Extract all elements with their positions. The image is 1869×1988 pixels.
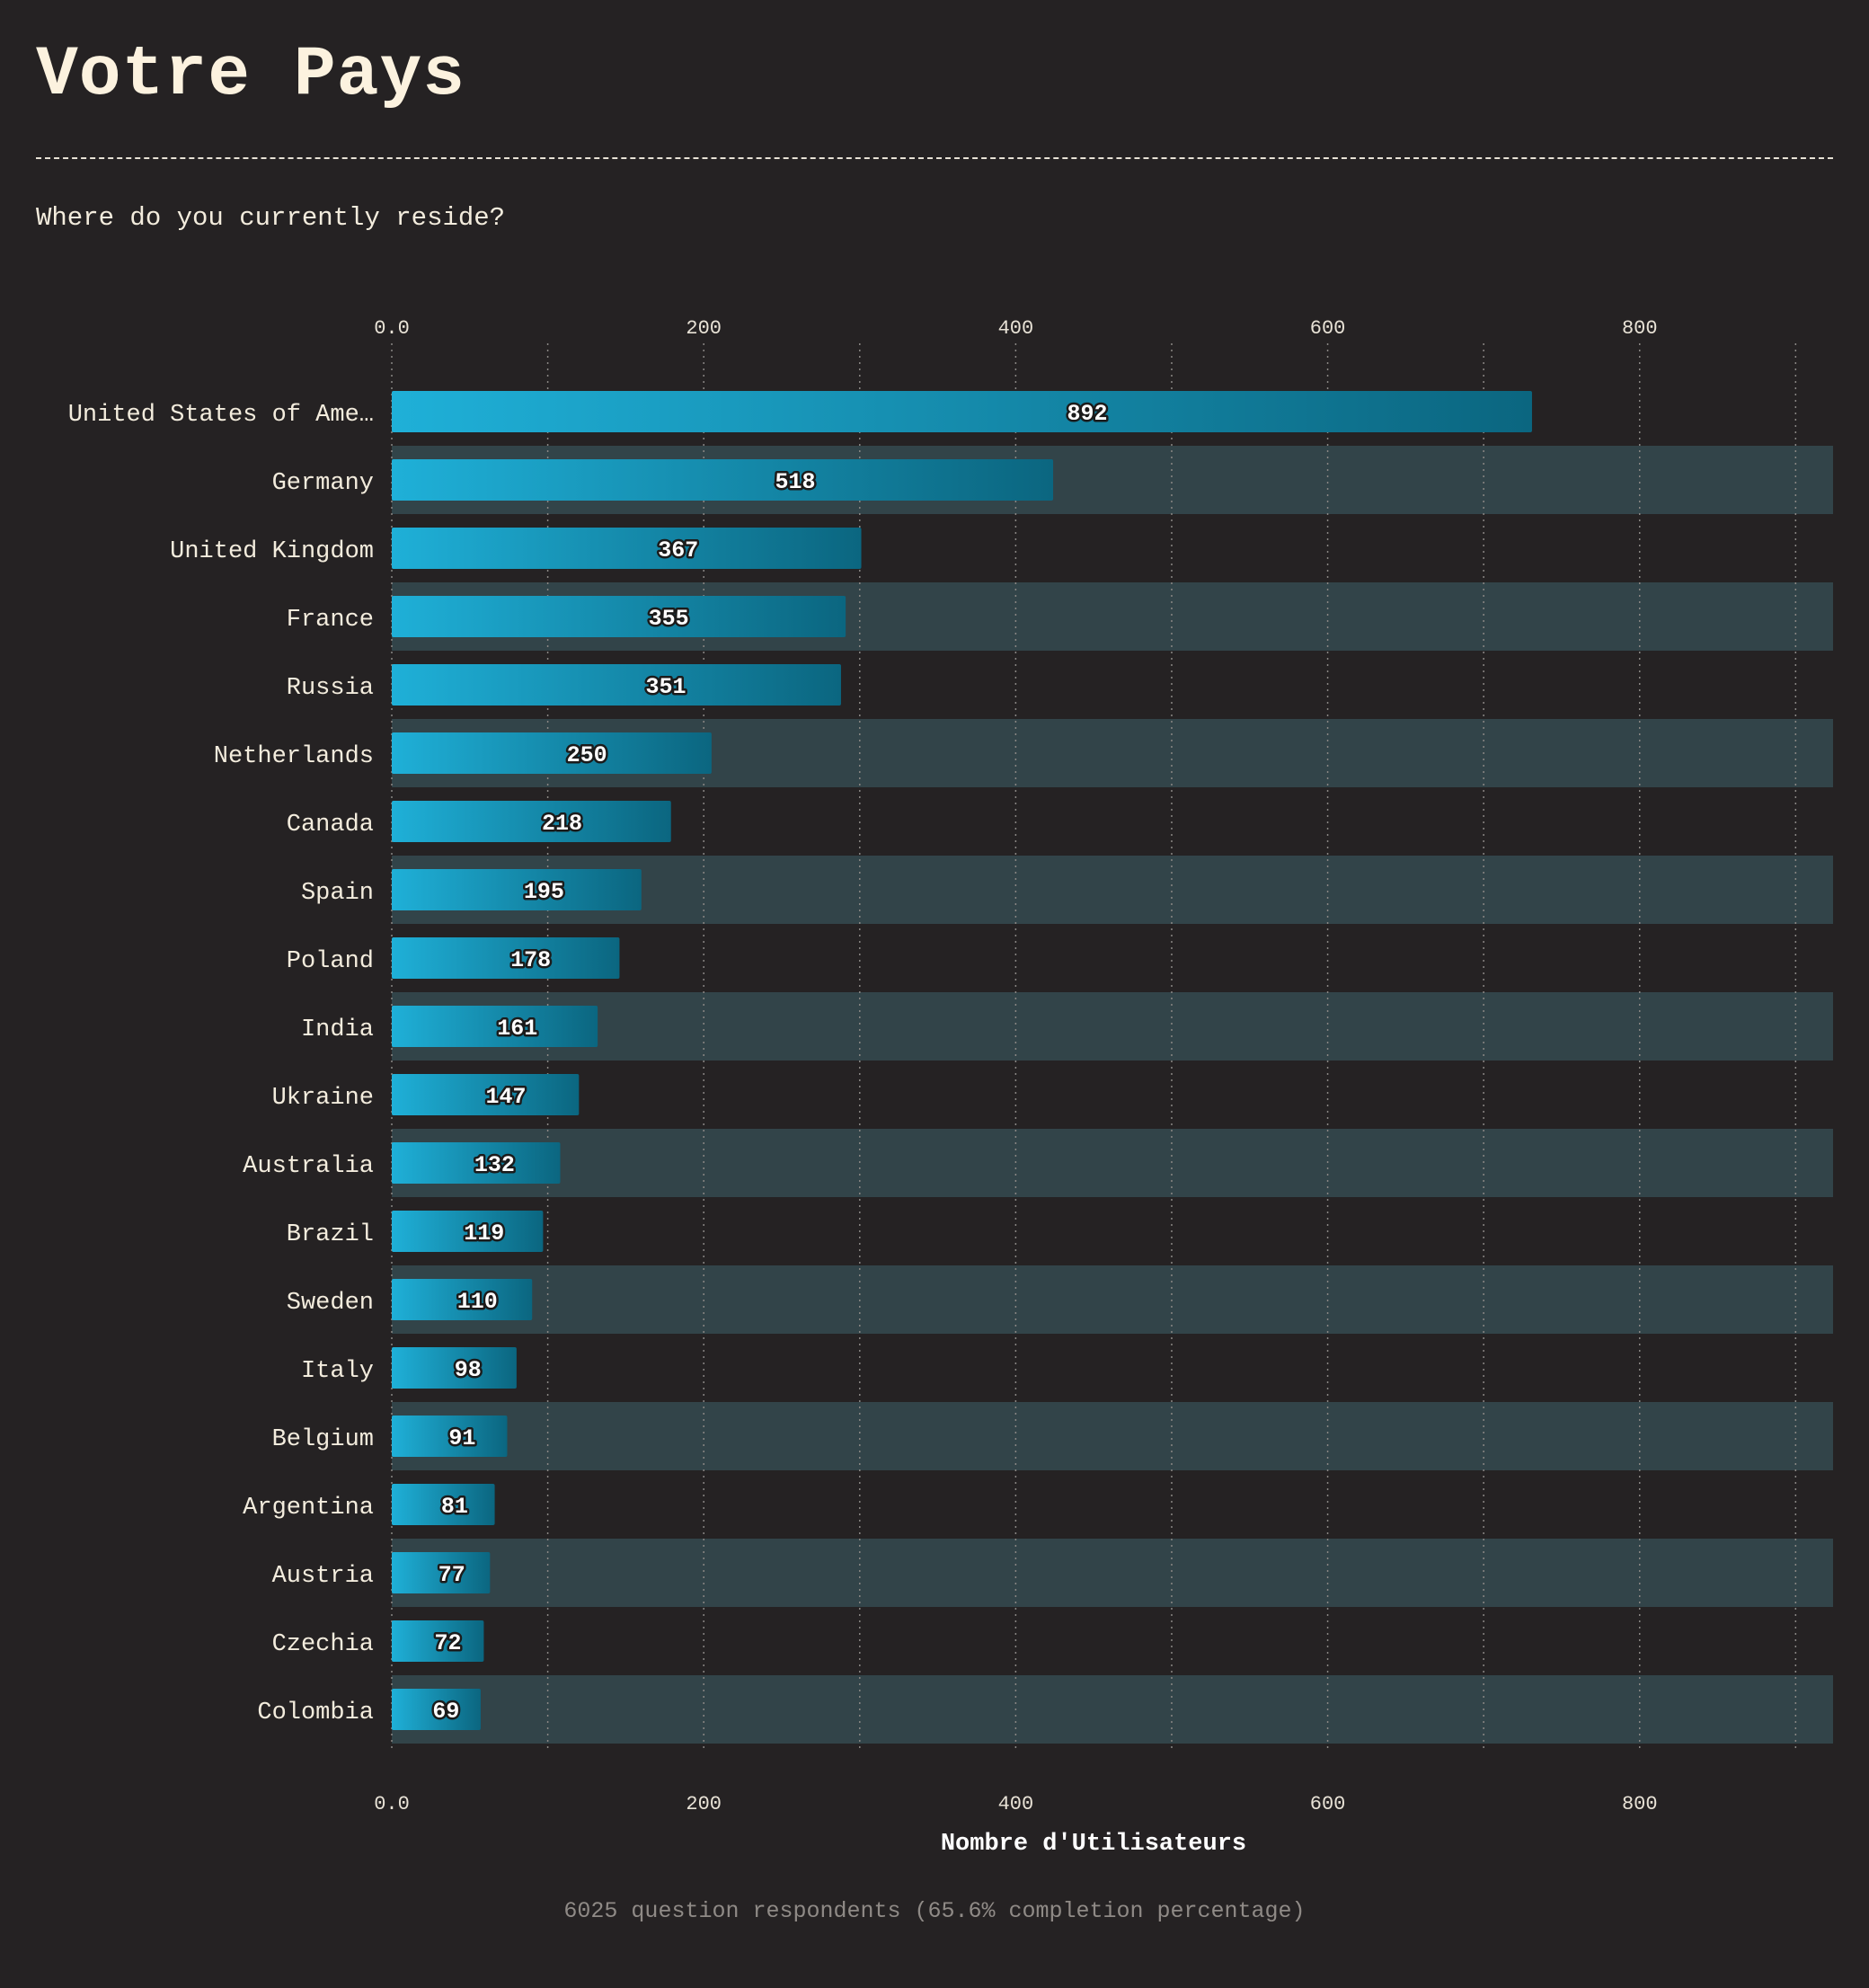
y-tick-label: Austria — [272, 1563, 374, 1590]
x-tick-label: 0.0 — [374, 1793, 410, 1815]
bar — [392, 1142, 561, 1184]
y-tick-label: Spain — [301, 880, 374, 907]
data-label: 892 — [1067, 401, 1108, 427]
data-label: 351 — [645, 674, 686, 700]
data-label: 72 — [434, 1630, 461, 1656]
x-axis-label: Nombre d'Utilisateurs — [941, 1831, 1246, 1858]
data-label: 77 — [438, 1562, 465, 1588]
y-tick-label: France — [287, 607, 374, 634]
data-label: 218 — [542, 811, 582, 837]
bar — [392, 664, 841, 706]
y-tick-label: Canada — [287, 812, 374, 839]
bar — [392, 1484, 495, 1525]
bar — [392, 1347, 517, 1389]
bar — [392, 1211, 544, 1252]
y-tick-label: United Kingdom — [170, 538, 374, 565]
data-label: 132 — [474, 1152, 515, 1178]
data-label: 81 — [441, 1494, 468, 1520]
y-tick-label: Germany — [272, 470, 374, 497]
y-tick-label: Brazil — [287, 1221, 374, 1248]
x-tick-label: 200 — [686, 317, 722, 340]
chart-title: Votre Pays — [36, 36, 466, 115]
bar — [392, 391, 1532, 432]
data-label: 161 — [497, 1016, 537, 1042]
data-label: 119 — [464, 1220, 504, 1247]
x-tick-label: 600 — [1310, 317, 1346, 340]
bar — [392, 1620, 484, 1662]
bar — [392, 937, 620, 979]
y-tick-label: India — [301, 1016, 374, 1043]
data-label: 178 — [510, 947, 551, 973]
bar — [392, 801, 671, 842]
y-tick-label: Sweden — [287, 1290, 374, 1317]
bar — [392, 596, 846, 637]
title-divider — [36, 157, 1833, 159]
y-tick-label: Colombia — [257, 1700, 374, 1726]
y-tick-label: Poland — [287, 948, 374, 975]
y-tick-label: Argentina — [243, 1495, 374, 1522]
data-label: 69 — [432, 1699, 459, 1725]
data-label: 147 — [486, 1084, 527, 1110]
bar — [392, 869, 642, 910]
bar — [392, 1689, 481, 1730]
bar — [392, 1074, 580, 1115]
bar — [392, 1006, 598, 1047]
data-label: 250 — [567, 742, 607, 768]
y-tick-label: Australia — [243, 1153, 374, 1180]
y-tick-label: United States of Ame… — [68, 402, 374, 429]
chart-subtitle: Where do you currently reside? — [36, 203, 506, 233]
row-band — [392, 1265, 1833, 1334]
y-tick-label: Italy — [301, 1358, 374, 1385]
x-tick-label: 200 — [686, 1793, 722, 1815]
bar — [392, 1552, 491, 1593]
data-label: 91 — [448, 1425, 475, 1451]
x-tick-label: 800 — [1622, 1793, 1658, 1815]
data-label: 518 — [775, 469, 815, 495]
x-tick-label: 0.0 — [374, 317, 410, 340]
x-tick-label: 600 — [1310, 1793, 1346, 1815]
data-label: 98 — [455, 1357, 482, 1383]
x-tick-label: 800 — [1622, 317, 1658, 340]
y-tick-label: Russia — [287, 675, 374, 702]
bar — [392, 1279, 533, 1320]
row-band — [392, 1539, 1833, 1607]
bar — [392, 459, 1054, 501]
row-band — [392, 1129, 1833, 1197]
x-tick-label: 400 — [998, 317, 1034, 340]
bar — [392, 1416, 508, 1457]
bar — [392, 528, 862, 569]
data-label: 367 — [658, 537, 698, 564]
y-tick-label: Ukraine — [272, 1085, 374, 1112]
row-band — [392, 1402, 1833, 1470]
respondents-note: 6025 question respondents (65.6% complet… — [563, 1898, 1306, 1924]
x-tick-label: 400 — [998, 1793, 1034, 1815]
bar — [392, 732, 712, 774]
row-band — [392, 992, 1833, 1061]
y-tick-label: Czechia — [272, 1631, 374, 1658]
row-band — [392, 1675, 1833, 1744]
data-label: 110 — [457, 1289, 498, 1315]
data-label: 195 — [524, 879, 564, 905]
y-tick-label: Belgium — [272, 1426, 374, 1453]
data-label: 355 — [649, 606, 689, 632]
y-tick-label: Netherlands — [214, 743, 374, 770]
